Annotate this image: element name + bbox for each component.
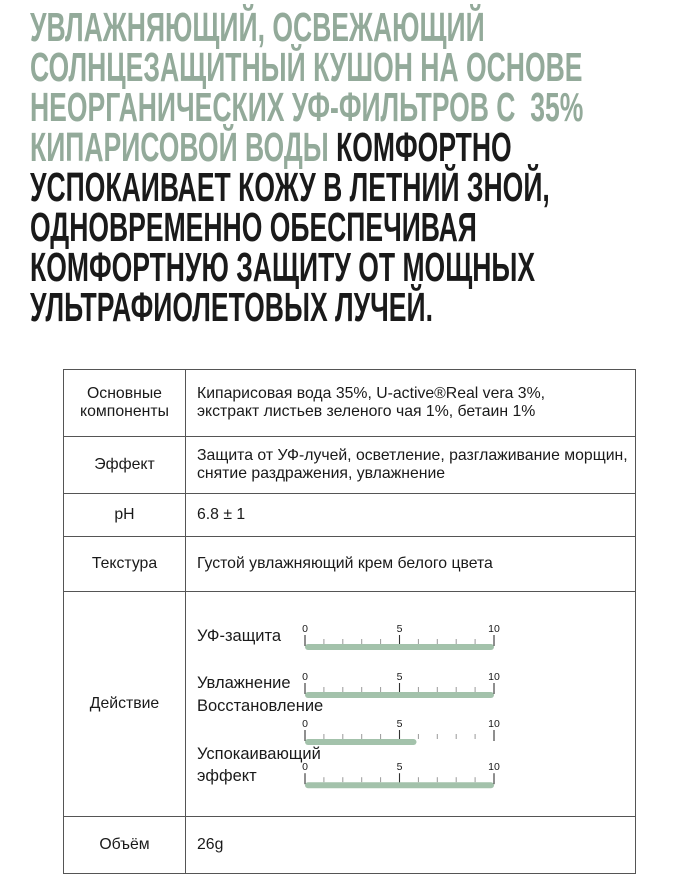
svg-text:10: 10 <box>488 671 500 683</box>
svg-text:5: 5 <box>397 671 403 683</box>
svg-text:0: 0 <box>302 762 308 774</box>
svg-text:0: 0 <box>302 718 308 730</box>
svg-text:5: 5 <box>397 718 403 730</box>
svg-text:10: 10 <box>488 623 500 635</box>
svg-text:10: 10 <box>488 718 500 730</box>
svg-text:5: 5 <box>397 762 403 774</box>
svg-text:5: 5 <box>397 623 403 635</box>
svg-text:0: 0 <box>302 623 308 635</box>
svg-text:0: 0 <box>302 671 308 683</box>
svg-text:10: 10 <box>488 762 500 774</box>
